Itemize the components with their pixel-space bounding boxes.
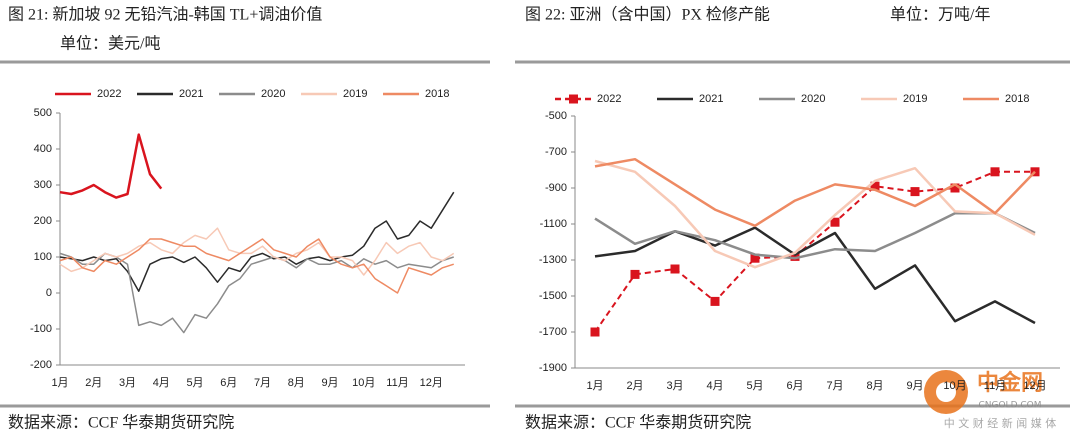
series-line (59, 227, 455, 276)
chart-subtitle: 单位：美元/吨 (60, 35, 160, 53)
x-tick-label: 2月 (85, 377, 102, 389)
point-marker (990, 167, 1000, 177)
watermark-site: CNGOLD.COM (978, 401, 1041, 411)
x-tick-label: 10月 (352, 377, 375, 389)
point-marker (670, 264, 680, 274)
y-tick-label: -1500 (539, 290, 567, 302)
y-tick-label: 100 (34, 251, 52, 263)
point-marker (630, 269, 640, 279)
legend-marker (569, 94, 578, 104)
y-tick-label: -1100 (540, 218, 567, 230)
series-line (59, 191, 455, 292)
source-note: 数据来源：CCF 华泰期货研究院 (525, 414, 751, 432)
chart-title: 图 21: 新加坡 92 无铅汽油-韩国 TL+调油价值 (8, 6, 322, 24)
series-line (594, 157, 1036, 228)
legend-label: 2019 (903, 93, 927, 105)
series-line (594, 211, 1036, 260)
y-tick-label: -1300 (539, 254, 567, 266)
y-tick-label: 500 (34, 107, 52, 119)
chart-title: 图 22: 亚洲（含中国）PX 检修产能 (525, 6, 770, 24)
x-tick-label: 8月 (288, 377, 305, 389)
y-tick-label: -900 (545, 182, 567, 194)
series-line (59, 133, 163, 199)
x-tick-label: 7月 (826, 380, 843, 392)
x-tick-label: 5月 (186, 377, 203, 389)
y-tick-label: 400 (34, 143, 52, 155)
point-marker (870, 181, 880, 191)
x-tick-label: 7月 (254, 377, 271, 389)
legend-label: 2020 (261, 88, 285, 100)
legend-label: 2022 (97, 88, 121, 100)
legend-label: 2018 (425, 88, 449, 100)
x-tick-label: 8月 (866, 380, 883, 392)
source-note: 数据来源：CCF 华泰期货研究院 (8, 414, 234, 432)
x-tick-label: 5月 (746, 380, 763, 392)
watermark-tagline: 中 文 财 经 新 闻 媒 体 (944, 416, 1056, 430)
legend-label: 2019 (343, 88, 367, 100)
watermark-name: 中金网 (977, 370, 1043, 396)
y-tick-label: -1900 (539, 362, 567, 374)
series-line (594, 159, 1036, 269)
x-tick-label: 6月 (220, 377, 237, 389)
y-tick-label: -700 (545, 146, 567, 158)
x-tick-label: 1月 (586, 380, 603, 392)
y-tick-label: -200 (30, 359, 52, 371)
point-marker (750, 253, 760, 263)
series-line (594, 170, 1035, 333)
legend-label: 2022 (597, 93, 621, 105)
y-tick-label: -100 (30, 323, 52, 335)
x-tick-label: 3月 (119, 377, 136, 389)
point-marker (590, 327, 600, 337)
x-tick-label: 9月 (321, 377, 338, 389)
legend-label: 2021 (179, 88, 203, 100)
x-tick-label: 12月 (1023, 380, 1046, 392)
chart-subtitle: 单位：万吨/年 (890, 6, 990, 24)
watermark: 中金网 CNGOLD.COM 中 文 财 经 新 闻 媒 体 (924, 370, 1056, 430)
watermark-logo (936, 382, 956, 402)
y-tick-label: -500 (545, 110, 567, 122)
x-tick-label: 11月 (386, 377, 408, 389)
y-tick-label: -1700 (539, 326, 567, 338)
series-line (59, 252, 454, 334)
x-tick-label: 2月 (626, 380, 643, 392)
x-tick-label: 1月 (51, 377, 68, 389)
point-marker (950, 183, 960, 193)
x-tick-label: 4月 (706, 380, 723, 392)
y-tick-label: 300 (34, 179, 52, 191)
x-tick-label: 9月 (906, 380, 923, 392)
y-tick-label: 200 (34, 215, 52, 227)
legend-label: 2018 (1005, 93, 1029, 105)
point-marker (830, 217, 840, 227)
x-tick-label: 12月 (420, 377, 443, 389)
legend-label: 2021 (699, 93, 723, 105)
x-tick-label: 6月 (786, 380, 803, 392)
x-tick-label: 11月 (984, 380, 1006, 392)
series-line (594, 226, 1036, 325)
point-marker (910, 187, 920, 197)
x-tick-label: 3月 (666, 380, 683, 392)
point-marker (710, 296, 720, 306)
legend-label: 2020 (801, 93, 825, 105)
x-tick-label: 10月 (943, 380, 966, 392)
y-tick-label: 0 (46, 287, 52, 299)
point-marker (790, 251, 800, 261)
series-line (59, 238, 454, 294)
x-tick-label: 4月 (153, 377, 170, 389)
